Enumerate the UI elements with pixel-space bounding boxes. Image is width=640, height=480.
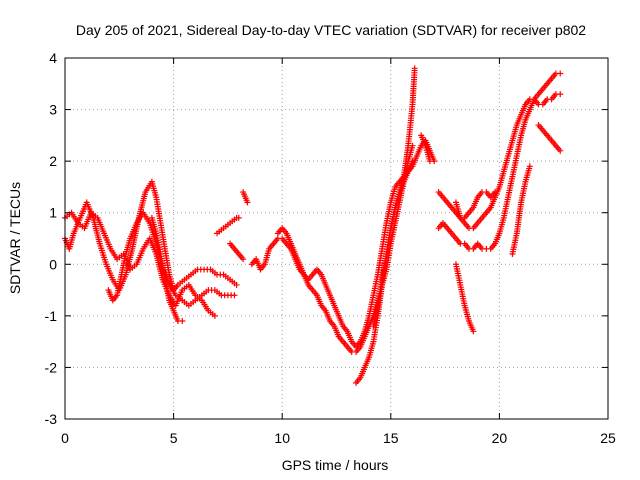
series-track-c <box>105 209 238 309</box>
x-tick-label: 10 <box>274 430 290 446</box>
x-axis-title: GPS time / hours <box>282 457 389 473</box>
x-tick-label: 20 <box>492 430 508 446</box>
axis-ticks: 0 5 10 15 20 25 -3 -2 -1 0 1 2 3 4 <box>45 50 616 446</box>
data-point <box>526 163 533 170</box>
data-points <box>62 65 564 386</box>
x-tick-label: 0 <box>61 430 69 446</box>
series-track-b <box>62 178 240 294</box>
series-track-e <box>214 214 242 237</box>
series-track-l <box>418 132 433 165</box>
y-tick-label: 0 <box>49 256 57 272</box>
x-tick-label: 5 <box>170 430 178 446</box>
y-tick-label: 3 <box>49 102 57 118</box>
series-track-k <box>370 158 416 330</box>
data-point <box>240 256 247 263</box>
series-track-m <box>435 70 564 252</box>
y-tick-label: -1 <box>45 308 58 324</box>
data-point <box>557 91 564 98</box>
series-track-g <box>240 189 251 206</box>
series-track-i <box>274 137 438 350</box>
y-tick-label: 1 <box>49 205 57 221</box>
data-point <box>426 158 433 165</box>
y-tick-label: -3 <box>45 411 58 427</box>
x-tick-label: 25 <box>600 430 616 446</box>
y-tick-label: 4 <box>49 50 57 66</box>
data-point <box>409 158 416 165</box>
series-track-f <box>227 240 247 263</box>
x-tick-label: 15 <box>383 430 399 446</box>
data-point <box>235 214 242 221</box>
data-point <box>557 147 564 154</box>
series-track-d <box>148 214 186 325</box>
data-point <box>211 312 218 319</box>
data-point <box>557 70 564 77</box>
y-tick-label: -2 <box>45 359 58 375</box>
y-axis-title: SDTVAR / TECUs <box>7 182 23 294</box>
y-tick-label: 2 <box>49 153 57 169</box>
data-point <box>233 281 240 288</box>
data-point <box>231 292 238 299</box>
data-point <box>179 318 186 325</box>
plot-frame <box>64 57 609 420</box>
data-point <box>244 199 251 206</box>
series-track-p <box>452 261 477 335</box>
series-track-r <box>535 122 564 154</box>
data-point <box>411 65 418 72</box>
data-point <box>470 328 477 335</box>
chart-title: Day 205 of 2021, Sidereal Day-to-day VTE… <box>76 22 586 38</box>
series-track-o <box>452 91 564 232</box>
series-track-q <box>509 163 533 257</box>
